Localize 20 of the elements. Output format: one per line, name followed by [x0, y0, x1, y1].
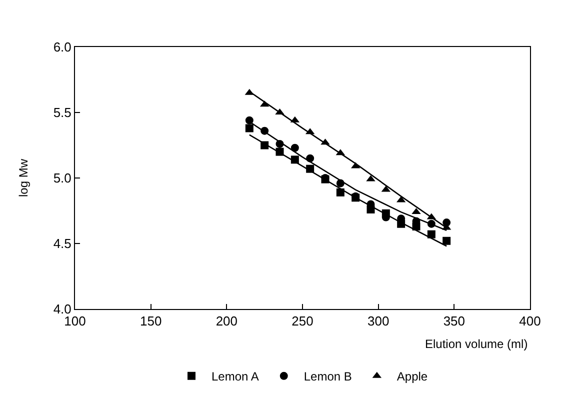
point [442, 236, 451, 245]
legend-label: Lemon A [212, 370, 259, 384]
x-tick-label: 400 [519, 314, 541, 329]
x-tick-label: 250 [292, 314, 314, 329]
x-tick-label: 350 [443, 314, 466, 329]
legend-label: Apple [396, 370, 428, 384]
x-tick-label: 300 [367, 314, 390, 329]
point [336, 188, 344, 196]
y-tick-label: 5.5 [53, 105, 72, 120]
legend-label: Lemon B [304, 370, 352, 384]
point [245, 124, 254, 132]
y-axis-title: log Mw [16, 158, 31, 198]
y-tick-label: 6.0 [53, 40, 72, 55]
x-tick-label: 150 [140, 314, 162, 329]
x-tick-label: 200 [216, 314, 238, 329]
point [245, 116, 254, 124]
line-series [248, 134, 448, 247]
x-axis-title: Elution volume (ml) [425, 337, 528, 351]
y-tick-label: 5.0 [53, 170, 72, 186]
y-tick-label: 4.5 [53, 236, 72, 252]
